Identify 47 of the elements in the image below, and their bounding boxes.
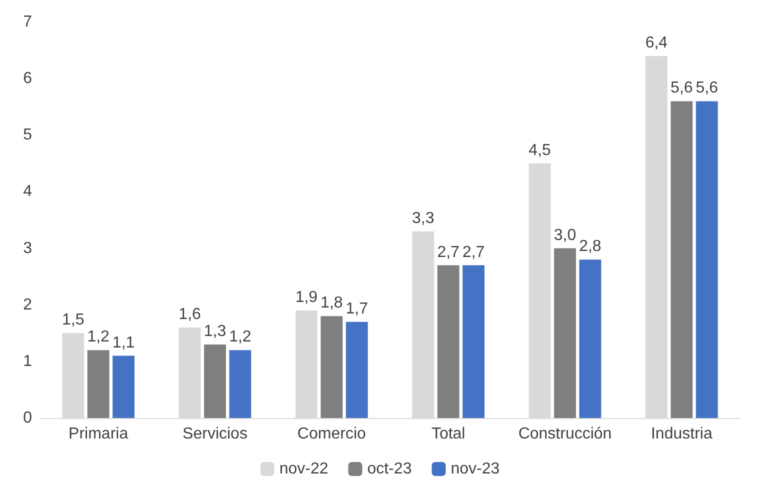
legend-label: nov-22 [279, 460, 328, 478]
data-label: 1,7 [346, 300, 368, 318]
data-label: 5,6 [696, 80, 718, 97]
data-label: 4,5 [528, 142, 552, 159]
bar [437, 265, 460, 418]
x-tick-label: Comercio [297, 426, 366, 442]
data-label: 2,8 [579, 238, 602, 256]
bar [346, 322, 368, 418]
y-tick-label: 1 [23, 352, 32, 370]
data-label: 1,6 [178, 306, 202, 323]
data-label: 1,5 [62, 312, 84, 329]
y-tick-label: 2 [23, 296, 32, 314]
data-label: 1,8 [320, 294, 343, 312]
data-label: 1,1 [112, 334, 135, 352]
legend-label: oct-23 [367, 460, 412, 478]
data-label: 3,3 [412, 210, 434, 227]
y-tick-label: 5 [23, 126, 32, 144]
data-label: 2,7 [437, 244, 460, 261]
y-tick-label: 7 [23, 14, 32, 30]
x-tick-label: Primaria [68, 426, 128, 442]
bar [112, 356, 134, 418]
y-tick-label: 6 [23, 70, 32, 88]
x-tick-label: Servicios [182, 426, 248, 442]
y-tick-label: 3 [23, 240, 32, 257]
data-label: 5,6 [670, 80, 693, 97]
bar [320, 316, 343, 418]
bar [554, 248, 576, 418]
bar [229, 350, 252, 418]
y-tick-label: 4 [23, 183, 32, 200]
data-label: 1,2 [229, 328, 252, 346]
bar [696, 101, 718, 418]
data-label: 3,0 [554, 226, 576, 244]
data-label: 6,4 [645, 34, 668, 52]
bar [462, 265, 484, 418]
data-label: 1,9 [295, 289, 318, 306]
x-tick-label: Construcción [518, 426, 612, 442]
bar [204, 344, 226, 418]
data-label: 2,7 [462, 244, 485, 261]
x-tick-label: Industria [650, 426, 712, 442]
bar [579, 260, 602, 418]
legend-label: nov-23 [450, 460, 500, 478]
data-label: 1,3 [204, 322, 226, 340]
x-tick-label: Total [431, 426, 466, 442]
bar [87, 350, 110, 418]
y-tick-label: 0 [23, 410, 32, 426]
data-label: 1,2 [87, 328, 110, 346]
bar [670, 101, 693, 418]
